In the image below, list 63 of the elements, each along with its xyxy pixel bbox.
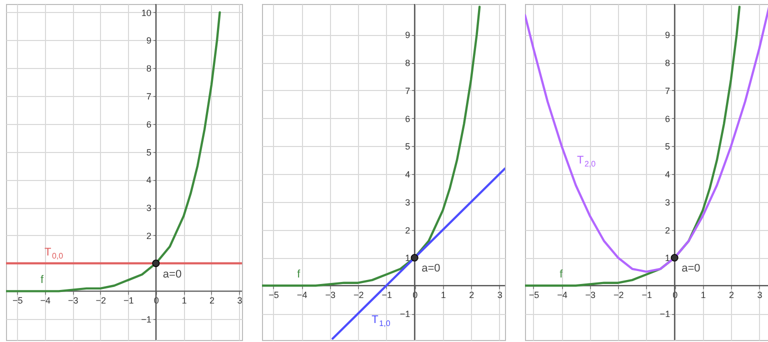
- x-tick-label: −3: [325, 290, 336, 300]
- y-tick-label: 5: [405, 142, 410, 152]
- y-tick-label: 7: [146, 92, 152, 102]
- y-tick-label: 2: [146, 230, 152, 241]
- y-tick-label: −1: [660, 309, 670, 320]
- x-tick-label: 3: [757, 290, 762, 300]
- line-series: [525, 6, 741, 287]
- x-tick-label: 1: [440, 290, 446, 300]
- x-tick-label: 2: [469, 290, 474, 300]
- annotation: a=0: [162, 268, 182, 280]
- x-tick-label: −2: [353, 290, 364, 300]
- y-tick-label: 3: [146, 203, 152, 214]
- y-tick-label: 6: [405, 114, 410, 124]
- y-tick-label: 9: [405, 30, 410, 40]
- x-tick-label: 1: [700, 290, 706, 300]
- x-tick-label: −1: [382, 290, 392, 300]
- y-tick-label: 8: [146, 64, 152, 74]
- x-tick-label: 2: [209, 296, 214, 306]
- y-tick-label: 9: [146, 36, 152, 46]
- series-label: f: [297, 268, 302, 281]
- x-tick-label: 2: [729, 290, 734, 300]
- y-tick-label: 6: [146, 119, 152, 130]
- y-tick-label: 5: [146, 147, 152, 158]
- line-series: [6, 11, 221, 292]
- y-tick-label: 1: [665, 253, 670, 264]
- x-tick-label: −5: [268, 290, 279, 300]
- y-tick-label: 3: [665, 197, 670, 208]
- annotation: a=0: [422, 262, 440, 275]
- series-label: f: [560, 268, 564, 281]
- y-tick-label: 6: [665, 114, 670, 124]
- y-tick-label: 2: [665, 225, 670, 236]
- y-tick-label: 1: [405, 253, 410, 264]
- x-tick-label: −3: [585, 290, 596, 300]
- y-tick-label: −1: [141, 314, 152, 325]
- x-tick-label: −4: [296, 290, 308, 300]
- series-label: f: [40, 274, 44, 286]
- x-tick-label: −2: [96, 296, 106, 306]
- y-tick-label: 5: [665, 142, 670, 152]
- y-tick-label: 8: [405, 58, 410, 68]
- y-tick-label: 9: [665, 30, 670, 40]
- y-tick-label: 3: [405, 197, 410, 208]
- y-tick-label: 7: [665, 86, 670, 96]
- annotation: a=0: [682, 262, 700, 275]
- y-tick-label: 10: [141, 8, 152, 18]
- x-tick-label: −2: [614, 290, 624, 300]
- x-tick-label: −1: [642, 290, 652, 300]
- x-tick-label: 3: [497, 290, 502, 300]
- y-tick-label: 2: [405, 225, 410, 236]
- y-tick-label: 8: [665, 58, 670, 68]
- x-tick-label: −5: [12, 296, 23, 306]
- x-tick-label: −3: [68, 296, 78, 306]
- y-tick-label: 4: [665, 170, 670, 180]
- x-tick-label: −4: [40, 296, 51, 306]
- y-tick-label: 7: [405, 86, 410, 96]
- y-tick-label: −1: [400, 309, 410, 320]
- x-tick-label: −4: [557, 290, 568, 300]
- x-tick-label: −5: [528, 290, 540, 300]
- y-tick-label: 4: [405, 170, 410, 180]
- x-tick-label: 1: [182, 296, 187, 306]
- x-tick-label: −1: [124, 296, 134, 306]
- y-tick-label: 4: [146, 175, 152, 186]
- line-series: [262, 6, 481, 287]
- x-tick-label: 3: [237, 296, 242, 306]
